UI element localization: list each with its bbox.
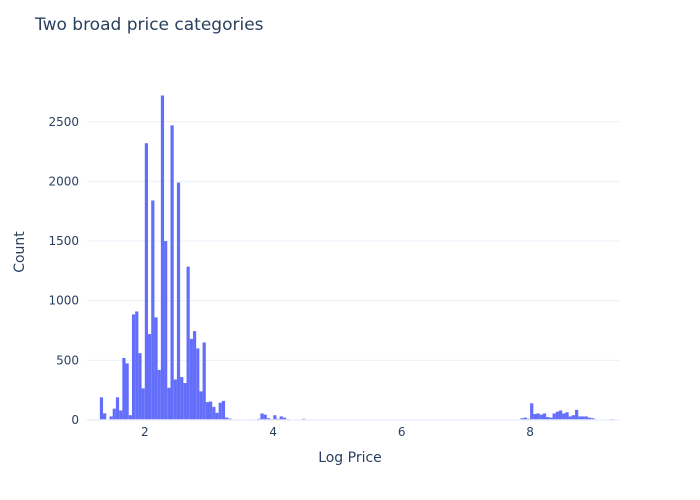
histogram-bar <box>555 411 559 420</box>
histogram-bar <box>148 334 152 420</box>
histogram-bar <box>167 387 171 420</box>
histogram-bar <box>135 311 139 420</box>
histogram-bar <box>170 125 174 420</box>
histogram-bar <box>180 377 184 420</box>
histogram-bar <box>131 314 136 420</box>
histogram-bar <box>552 413 556 420</box>
y-tick-label: 2500 <box>48 115 79 129</box>
histogram-bar <box>266 418 271 420</box>
histogram-bar <box>144 143 149 420</box>
histogram-bar <box>183 383 187 420</box>
histogram-bar <box>542 413 547 420</box>
histogram-bar <box>578 416 582 420</box>
histogram-bar <box>103 413 107 420</box>
histogram-bar <box>125 363 129 420</box>
histogram-bar <box>109 416 113 420</box>
histogram-bar <box>215 412 219 420</box>
histogram-bar <box>282 417 287 420</box>
histogram-bar <box>196 348 200 420</box>
histogram-bar <box>533 414 537 420</box>
histogram-bar <box>562 413 566 420</box>
histogram-bar <box>99 397 104 420</box>
histogram-bar <box>539 414 543 420</box>
histogram-bar <box>176 182 181 420</box>
histogram-bar <box>202 342 206 420</box>
histogram-bar <box>558 410 563 420</box>
histogram-bar <box>575 409 579 420</box>
histogram-bar <box>186 266 190 420</box>
y-tick-label: 1000 <box>48 294 79 308</box>
histogram-bar <box>520 418 524 420</box>
histogram-bar <box>138 353 142 420</box>
histogram-bar <box>154 317 158 420</box>
x-tick-label: 4 <box>269 425 277 439</box>
gridlines <box>87 121 620 361</box>
histogram-bar <box>279 416 283 420</box>
histogram-bar <box>212 406 216 420</box>
histogram-bar <box>587 417 592 420</box>
histogram-bar <box>218 402 222 420</box>
histogram-bar <box>273 415 277 420</box>
histogram-bar <box>115 397 120 420</box>
histogram-bar <box>581 416 585 420</box>
histogram-bar <box>225 417 229 420</box>
histogram-bar <box>591 418 595 420</box>
histogram-bar <box>173 379 177 420</box>
histogram-bar <box>199 391 203 420</box>
histogram-bar <box>260 413 264 420</box>
histogram-bar <box>549 417 553 420</box>
histogram-bar <box>119 410 123 420</box>
histogram-bar <box>209 401 213 420</box>
histogram-bar <box>546 417 550 420</box>
x-axis-ticks: 2 4 6 8 <box>141 425 534 439</box>
x-tick-label: 6 <box>398 425 406 439</box>
histogram-bar <box>192 331 197 420</box>
histogram-bar <box>263 414 267 420</box>
x-tick-label: 2 <box>141 425 149 439</box>
histogram-bar <box>530 403 534 420</box>
y-tick-label: 500 <box>56 353 79 367</box>
y-tick-label: 0 <box>71 413 79 427</box>
histogram-bar <box>568 416 572 420</box>
histogram-bar <box>122 357 126 420</box>
histogram-bar <box>205 402 210 420</box>
histogram-bar <box>565 412 569 420</box>
histogram-bar <box>221 400 226 420</box>
histogram-bar <box>584 416 588 420</box>
histogram-bar <box>189 338 193 420</box>
histogram-bar <box>523 417 527 420</box>
histogram-bar <box>141 388 145 420</box>
y-axis-ticks: 0 500 1000 1500 2000 2500 <box>48 115 79 427</box>
y-tick-label: 2000 <box>48 174 79 188</box>
histogram-bar <box>157 369 161 420</box>
histogram-bar <box>151 200 155 420</box>
histogram-bar <box>160 95 165 420</box>
histogram-bar <box>128 415 132 420</box>
y-axis-label: Count <box>12 231 28 273</box>
histogram-bar <box>571 415 576 420</box>
histogram-bar <box>112 408 116 420</box>
x-axis-label: Log Price <box>318 450 382 466</box>
chart-title: Two broad price categories <box>34 15 264 35</box>
y-tick-label: 1500 <box>48 234 79 248</box>
histogram-bar <box>164 241 168 420</box>
histogram-bar <box>536 413 540 420</box>
x-tick-label: 8 <box>526 425 534 439</box>
